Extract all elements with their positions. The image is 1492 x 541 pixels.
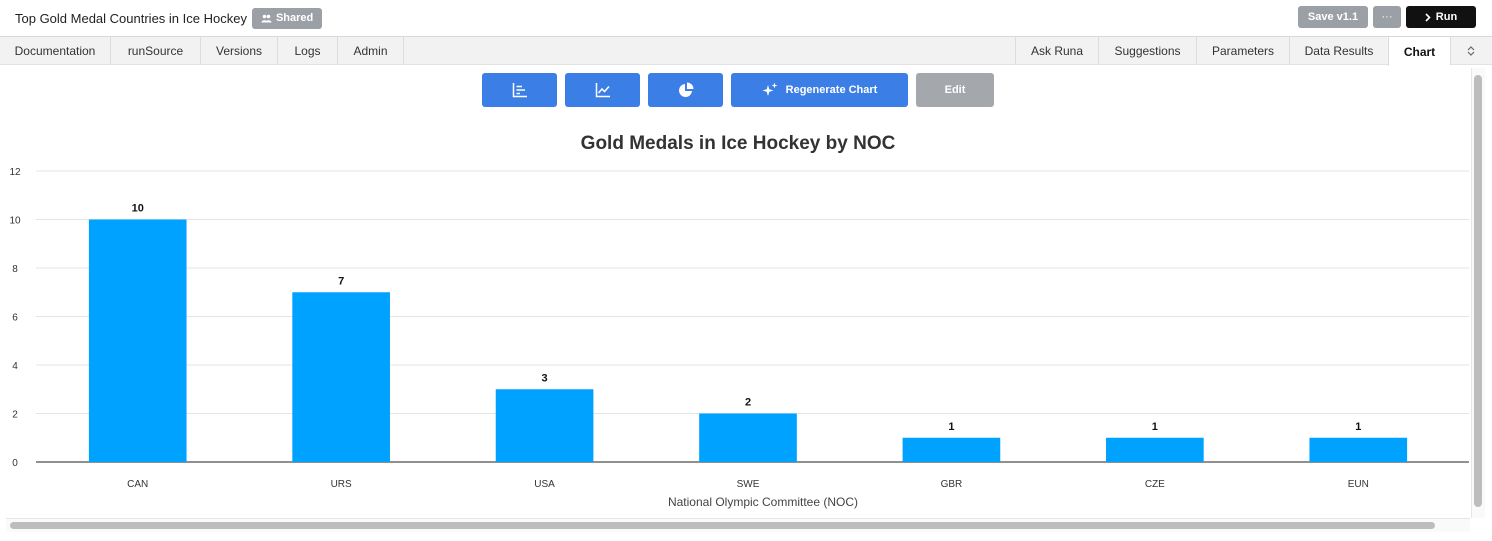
- tab-bar: Documentation runSource Versions Logs Ad…: [0, 36, 1492, 66]
- edit-button[interactable]: Edit: [916, 73, 994, 107]
- y-tick-label: 8: [12, 264, 18, 275]
- run-button[interactable]: Run: [1406, 6, 1476, 28]
- tab-ask-runa[interactable]: Ask Runa: [1015, 37, 1098, 65]
- x-tick-label-can: CAN: [127, 479, 148, 490]
- more-options-button[interactable]: ···: [1373, 6, 1401, 28]
- tab-suggestions[interactable]: Suggestions: [1098, 37, 1196, 65]
- sparkle-icon: [762, 82, 778, 96]
- x-tick-label-usa: USA: [534, 479, 555, 490]
- data-label-usa: 3: [542, 372, 548, 384]
- data-label-swe: 2: [745, 397, 751, 409]
- horizontal-scrollbar-thumb[interactable]: [10, 522, 1435, 529]
- regenerate-chart-button[interactable]: Regenerate Chart: [731, 73, 908, 107]
- tab-data-results[interactable]: Data Results: [1289, 37, 1388, 65]
- tab-parameters[interactable]: Parameters: [1196, 37, 1289, 65]
- data-label-gbr: 1: [948, 421, 954, 433]
- chart-labels: 0 2 4 6 8 10 12 10 CAN 7 URS 3 USA 2 SWE 1 GBR 1 CZE 1 EUN: [9, 167, 1368, 490]
- bar-cze[interactable]: [1106, 437, 1204, 462]
- regenerate-chart-label: Regenerate Chart: [785, 84, 878, 96]
- tab-documentation[interactable]: Documentation: [0, 37, 111, 65]
- shared-badge[interactable]: Shared: [251, 7, 323, 29]
- x-tick-label-swe: SWE: [737, 479, 760, 490]
- x-axis-title: National Olympic Committee (NOC): [668, 495, 858, 509]
- chevron-right-icon: [1425, 12, 1431, 22]
- bar-eun[interactable]: [1309, 437, 1408, 462]
- pie-chart-button[interactable]: [648, 73, 723, 107]
- chart-title: Gold Medals in Ice Hockey by NOC: [581, 133, 896, 154]
- y-tick-label: 12: [9, 167, 21, 178]
- tab-admin[interactable]: Admin: [338, 37, 404, 65]
- data-label-eun: 1: [1355, 421, 1361, 433]
- tab-chart[interactable]: Chart: [1388, 37, 1450, 66]
- bar-can[interactable]: [88, 219, 187, 463]
- y-tick-label: 10: [9, 216, 21, 227]
- run-label: Run: [1435, 11, 1458, 23]
- bar-chart-button[interactable]: [482, 73, 557, 107]
- vertical-scrollbar-thumb[interactable]: [1474, 75, 1482, 507]
- bar-usa[interactable]: [495, 389, 594, 462]
- page-title: Top Gold Medal Countries in Ice Hockey: [15, 10, 247, 26]
- data-label-urs: 7: [338, 275, 344, 287]
- tab-expand-toggle[interactable]: [1450, 37, 1490, 65]
- users-icon: [261, 14, 272, 22]
- y-tick-label: 0: [12, 458, 18, 469]
- x-tick-label-cze: CZE: [1145, 479, 1165, 490]
- y-tick-label: 4: [12, 361, 18, 372]
- y-tick-label: 6: [12, 313, 18, 324]
- y-tick-label: 2: [12, 410, 18, 421]
- bar-gbr[interactable]: [902, 437, 1001, 462]
- data-label-cze: 1: [1152, 421, 1158, 433]
- x-tick-label-gbr: GBR: [941, 479, 963, 490]
- pie-chart-icon: [678, 82, 693, 97]
- tab-logs[interactable]: Logs: [278, 37, 338, 65]
- save-button[interactable]: Save v1.1: [1298, 6, 1368, 28]
- x-tick-label-eun: EUN: [1348, 479, 1369, 490]
- bar-chart-icon: [512, 83, 527, 98]
- chart-bars: [88, 219, 1408, 463]
- tab-runsource[interactable]: runSource: [111, 37, 201, 65]
- data-label-can: 10: [132, 203, 144, 215]
- chevron-up-down-icon: [1467, 46, 1474, 56]
- shared-label: Shared: [275, 12, 314, 24]
- bar-chart: Gold Medals in Ice Hockey by NOC 0 2 4 6 8 10…: [9, 133, 1469, 509]
- line-chart-button[interactable]: [565, 73, 640, 107]
- bar-urs[interactable]: [292, 292, 390, 462]
- x-tick-label-urs: URS: [331, 479, 352, 490]
- line-chart-icon: [595, 83, 610, 98]
- bar-swe[interactable]: [699, 413, 797, 463]
- header-bar: Top Gold Medal Countries in Ice Hockey S…: [0, 0, 1492, 36]
- tab-versions[interactable]: Versions: [201, 37, 278, 65]
